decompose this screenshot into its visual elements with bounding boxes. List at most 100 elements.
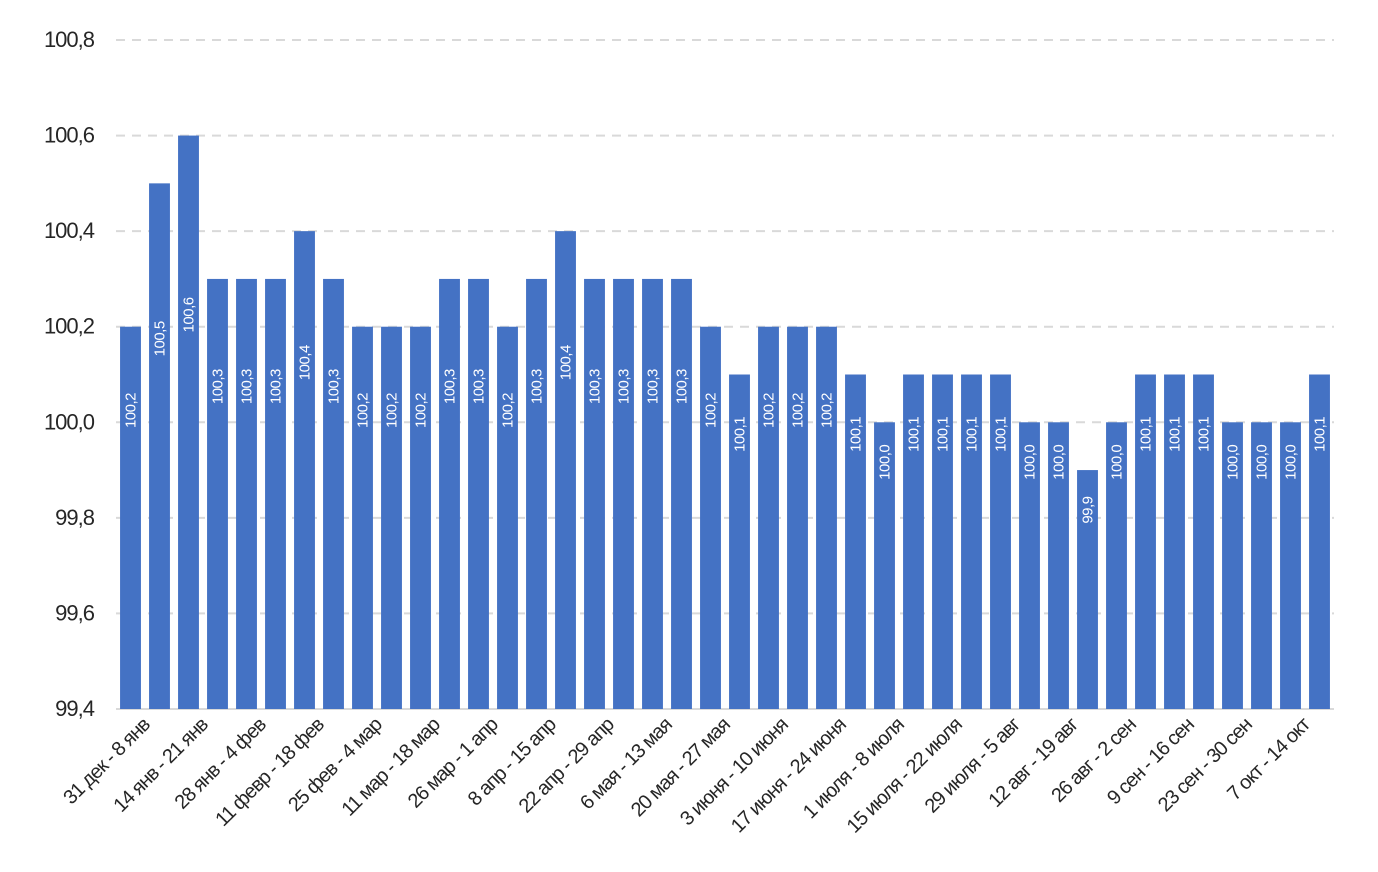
bar: [845, 374, 866, 709]
bar: [961, 374, 982, 709]
bar: [352, 326, 373, 709]
y-tick-label: 99,6: [55, 600, 95, 625]
bar: [294, 231, 315, 709]
data-label: 100,1: [993, 417, 1010, 452]
x-tick-label: 20 мая - 27 мая: [627, 714, 734, 821]
bar: [1135, 374, 1156, 709]
bar: [497, 326, 518, 709]
data-label: 100,1: [1312, 417, 1329, 452]
bar: [120, 326, 141, 709]
bar: [1309, 374, 1330, 709]
y-tick-label: 100,6: [44, 123, 95, 148]
bar: [555, 231, 576, 709]
bar: [729, 374, 750, 709]
y-tick-label: 100,2: [44, 314, 95, 339]
bar: [1222, 422, 1243, 709]
data-label: 100,3: [239, 369, 256, 404]
bar: [613, 278, 634, 709]
x-tick-label: 11 февр - 18 фев: [211, 714, 328, 831]
bar: [642, 278, 663, 709]
bar: [1164, 374, 1185, 709]
gridlines: [116, 39, 1334, 710]
data-label: 100,4: [558, 345, 575, 380]
bar: [1106, 422, 1127, 709]
bar: [439, 278, 460, 709]
data-label: 100,0: [877, 445, 894, 480]
y-axis-ticks: 99,4 99,6 99,8 100,0 100,2 100,4 100,6 100,8: [44, 27, 96, 721]
data-label: 100,3: [645, 369, 662, 404]
bar: [874, 422, 895, 709]
bar: [381, 326, 402, 709]
bar: [149, 183, 170, 709]
data-label: 100,3: [442, 369, 459, 404]
data-label: 100,0: [1022, 445, 1039, 480]
bar: [178, 135, 199, 710]
bar: [1048, 422, 1069, 709]
data-label: 100,1: [848, 417, 865, 452]
y-tick-label: 99,8: [55, 505, 95, 530]
x-tick-label: 1 июля - 8 июля: [799, 714, 908, 823]
data-label: 100,2: [355, 393, 372, 428]
data-label: 100,2: [500, 393, 517, 428]
bar: [671, 278, 692, 709]
data-label: 100,2: [761, 393, 778, 428]
y-tick-label: 99,4: [55, 696, 95, 721]
data-label: 100,1: [964, 417, 981, 452]
bar: [526, 278, 547, 709]
bar: [1019, 422, 1040, 709]
data-label: 100,2: [703, 393, 720, 428]
data-label: 100,2: [790, 393, 807, 428]
data-label: 100,3: [674, 369, 691, 404]
data-label: 100,3: [268, 369, 285, 404]
data-label: 100,3: [210, 369, 227, 404]
bar: [932, 374, 953, 709]
data-label: 100,1: [935, 417, 952, 452]
x-tick-label: 11 мар - 18 мар: [338, 713, 445, 820]
bar: [787, 326, 808, 709]
bar: [816, 326, 837, 709]
data-label: 100,0: [1109, 445, 1126, 480]
data-label: 100,2: [123, 393, 140, 428]
data-label: 100,5: [152, 321, 169, 356]
bar: [1193, 374, 1214, 709]
bar: [584, 278, 605, 709]
data-label: 100,0: [1283, 445, 1300, 480]
bars: [120, 135, 1330, 710]
bar: [265, 278, 286, 709]
data-label: 100,2: [384, 393, 401, 428]
y-tick-label: 100,8: [44, 27, 95, 52]
data-label: 100,0: [1225, 445, 1242, 480]
data-label: 100,3: [471, 369, 488, 404]
bar: [990, 374, 1011, 709]
data-label: 100,4: [297, 345, 314, 380]
bar: [468, 278, 489, 709]
bar: [236, 278, 257, 709]
bar: [207, 278, 228, 709]
data-label: 100,0: [1254, 445, 1271, 480]
data-label: 100,1: [906, 417, 923, 452]
data-label: 100,1: [1196, 417, 1213, 452]
data-label: 100,3: [529, 369, 546, 404]
x-tick-label: 3 июня - 10 июня: [676, 714, 792, 830]
data-label: 100,1: [1167, 417, 1184, 452]
bar: [323, 278, 344, 709]
data-label: 100,6: [181, 297, 198, 332]
bar: [700, 326, 721, 709]
bar: [758, 326, 779, 709]
data-label: 100,3: [326, 369, 343, 404]
data-label: 100,1: [1138, 417, 1155, 452]
bar: [410, 326, 431, 709]
data-label: 100,3: [616, 369, 633, 404]
y-tick-label: 100,4: [44, 218, 95, 243]
bar: [903, 374, 924, 709]
data-label: 99,9: [1080, 496, 1097, 523]
data-label: 100,2: [413, 393, 430, 428]
data-label: 100,0: [1051, 445, 1068, 480]
data-label: 100,1: [732, 417, 749, 452]
bar: [1280, 422, 1301, 709]
bar: [1251, 422, 1272, 709]
data-label: 100,3: [587, 369, 604, 404]
